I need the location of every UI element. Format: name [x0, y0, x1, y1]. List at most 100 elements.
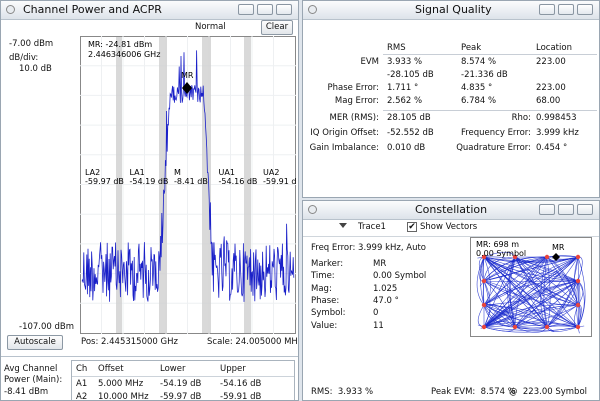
vector-trace	[483, 256, 548, 328]
channel-value: -59.97 dB	[85, 177, 124, 186]
marker-label: MR	[181, 71, 194, 80]
vector-trace	[514, 322, 548, 328]
window-icon	[6, 5, 15, 14]
footer-readout: Peak EVM: 8.574 %	[431, 387, 516, 397]
row-value: 68.00	[536, 96, 561, 106]
autoscale-button[interactable]: Autoscale	[7, 335, 63, 350]
vector-trace	[514, 256, 548, 328]
show-vectors-checkbox[interactable]: ✔	[407, 222, 417, 232]
title-bar: Channel Power and ACPR	[1, 1, 298, 20]
vector-trace	[483, 280, 579, 328]
vector-trace	[483, 304, 579, 328]
metric-label: Gain Imbalance:	[309, 143, 379, 153]
vector-trace	[514, 256, 579, 328]
metric-label: Rho:	[511, 113, 531, 123]
vector-trace	[483, 256, 548, 282]
row-value: -28.105 dB	[387, 70, 434, 80]
table-cell: -54.16 dB	[220, 379, 262, 389]
constellation-plot: MR: 698 m0.00 Symbol MR	[470, 237, 592, 337]
close-button[interactable]	[577, 204, 593, 215]
vector-trace	[483, 256, 579, 328]
vector-trace	[483, 280, 548, 328]
field-label: Marker:	[311, 259, 344, 269]
vector-trace	[546, 255, 579, 258]
field-value: 0	[373, 308, 379, 319]
symbol-point	[512, 324, 518, 330]
close-button[interactable]	[577, 4, 593, 15]
metric-value: 0.998453	[536, 113, 577, 123]
vector-trace	[514, 304, 579, 328]
ref-level: -7.00 dBm	[9, 39, 54, 49]
row-value: -21.336 dB	[461, 70, 508, 80]
metric-value: 3.999 kHz	[536, 128, 579, 138]
field-value: 47.0 °	[373, 295, 399, 306]
vector-trace	[483, 304, 516, 328]
column-header: RMS	[387, 43, 406, 53]
vector-trace	[483, 256, 491, 306]
maximize-button[interactable]	[257, 4, 273, 15]
plot-readout: MR: 698 m	[476, 240, 519, 249]
channel-value: -59.91 dB	[263, 177, 296, 186]
acpr-table: Ch Offset Lower Upper A1 5.000 MHz -54.19 dB -5…	[71, 360, 295, 401]
symbol-point	[481, 324, 487, 330]
table-header: Lower	[160, 364, 186, 374]
vector-trace	[483, 256, 579, 263]
minimize-button[interactable]	[238, 4, 254, 15]
channel-name: LA2	[85, 168, 100, 177]
vector-trace	[514, 256, 579, 328]
field-label: Phase:	[311, 295, 340, 306]
channel-boundary	[116, 37, 122, 333]
window-title: Signal Quality	[415, 3, 492, 16]
close-button[interactable]	[276, 4, 292, 15]
maximize-button[interactable]	[558, 4, 574, 15]
row-value: 8.574 %	[461, 57, 497, 67]
maximize-button[interactable]	[558, 204, 574, 215]
vector-trace	[483, 256, 516, 282]
vector-trace	[514, 256, 579, 328]
scale-readout: Scale: 24.005000 MHz	[207, 337, 299, 347]
channel-name: UA1	[219, 168, 235, 177]
field-label: Symbol:	[311, 308, 346, 319]
field-label: Mag:	[311, 283, 332, 294]
show-vectors-label: Show Vectors	[420, 222, 478, 232]
table-cell: -59.97 dB	[160, 392, 202, 401]
vector-trace	[546, 256, 579, 306]
title-bar: Signal Quality	[303, 1, 599, 20]
marker-label: MR	[552, 243, 565, 252]
row-label: Phase Error:	[327, 83, 379, 93]
channel-name: UA2	[263, 168, 279, 177]
footer-readout: RMS: 3.933 %	[311, 387, 374, 397]
vector-trace	[483, 256, 516, 328]
row-value: 6.784 %	[461, 96, 497, 106]
field-label: Value:	[311, 320, 338, 331]
row-label: Mag Error:	[334, 96, 379, 106]
vector-trace	[483, 280, 579, 306]
mode-label: Normal	[195, 22, 226, 32]
trace-dropdown-arrow[interactable]	[339, 223, 347, 228]
symbol-point	[544, 254, 550, 260]
table-cell: A2	[76, 392, 88, 401]
symbol-point	[512, 254, 518, 260]
scale-value: 10.0 dB	[19, 64, 52, 74]
metric-value: 0.454 °	[536, 143, 568, 153]
clear-button[interactable]: Clear	[261, 20, 293, 35]
vector-trace	[483, 280, 516, 328]
vector-trace	[483, 256, 579, 282]
window-icon	[308, 205, 317, 214]
separator	[1, 356, 298, 357]
minimize-button[interactable]	[539, 4, 555, 15]
window-icon	[308, 5, 317, 14]
marker-readout: MR: -24.81 dBm	[88, 40, 152, 49]
marker-readout: 2.446346006 GHz	[88, 50, 160, 59]
vector-trace	[483, 256, 516, 328]
vector-trace	[510, 256, 516, 328]
vector-trace	[577, 256, 586, 328]
symbol-point	[481, 302, 487, 308]
table-cell: -54.19 dB	[160, 379, 202, 389]
metric-label: IQ Origin Offset:	[310, 128, 379, 138]
minimize-button[interactable]	[539, 204, 555, 215]
plot-readout: 0.00 Symbol	[476, 249, 526, 258]
vector-trace	[543, 256, 548, 328]
avg-power-label: Avg Channel Power (Main):	[4, 364, 63, 385]
